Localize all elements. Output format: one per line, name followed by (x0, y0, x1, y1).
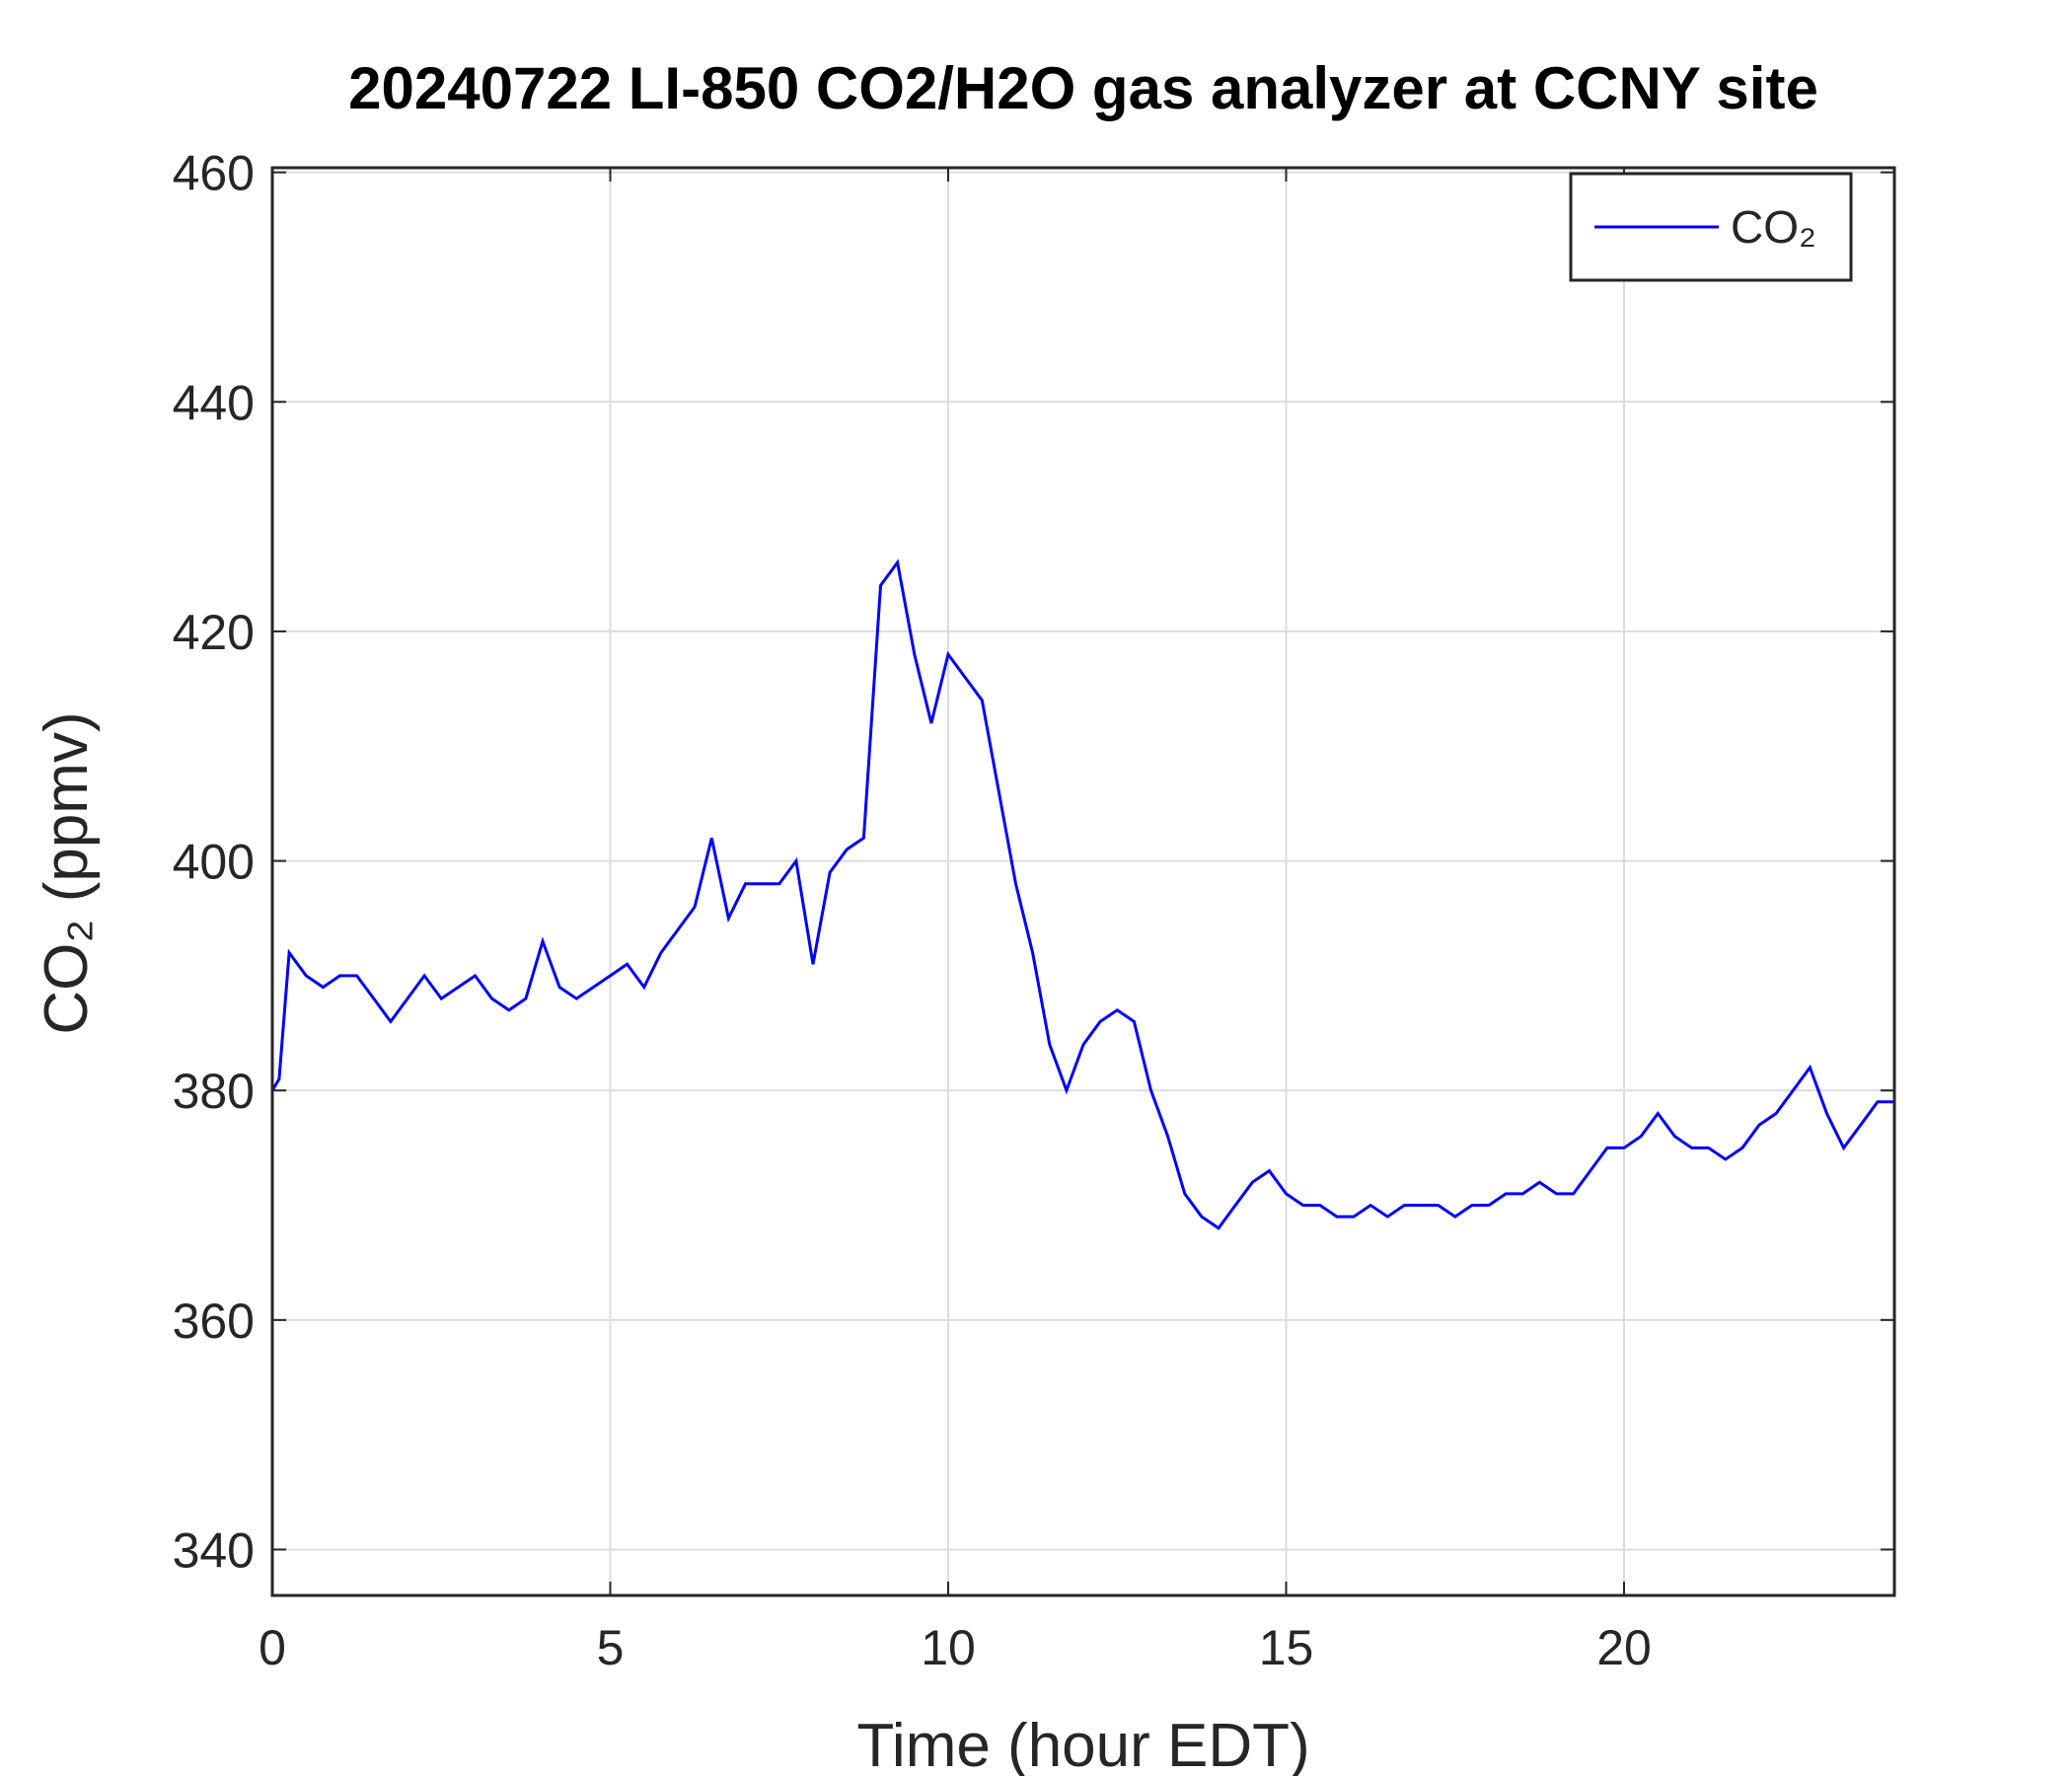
y-tick-label: 360 (173, 1294, 255, 1349)
x-tick-label: 0 (259, 1620, 286, 1675)
y-tick-label: 440 (173, 375, 255, 430)
legend-label: CO₂ (1731, 201, 1816, 253)
y-tick-label: 460 (173, 146, 255, 201)
y-tick-label: 380 (173, 1064, 255, 1119)
chart-title: 20240722 LI-850 CO2/H2O gas analyzer at … (348, 55, 1818, 121)
y-tick-label: 400 (173, 835, 255, 890)
x-tick-label: 15 (1259, 1620, 1314, 1675)
plot-frame (270, 166, 1896, 1597)
x-axis-label: Time (hour EDT) (856, 1712, 1309, 1776)
x-tick-label: 5 (597, 1620, 625, 1675)
x-tick-label: 10 (921, 1620, 976, 1675)
y-tick-label: 340 (173, 1522, 255, 1578)
data-line (270, 558, 1894, 1230)
x-tick-label: 20 (1596, 1620, 1652, 1675)
y-axis-label: CO₂ (ppmv) (33, 711, 101, 1034)
y-tick-label: 420 (173, 605, 255, 660)
